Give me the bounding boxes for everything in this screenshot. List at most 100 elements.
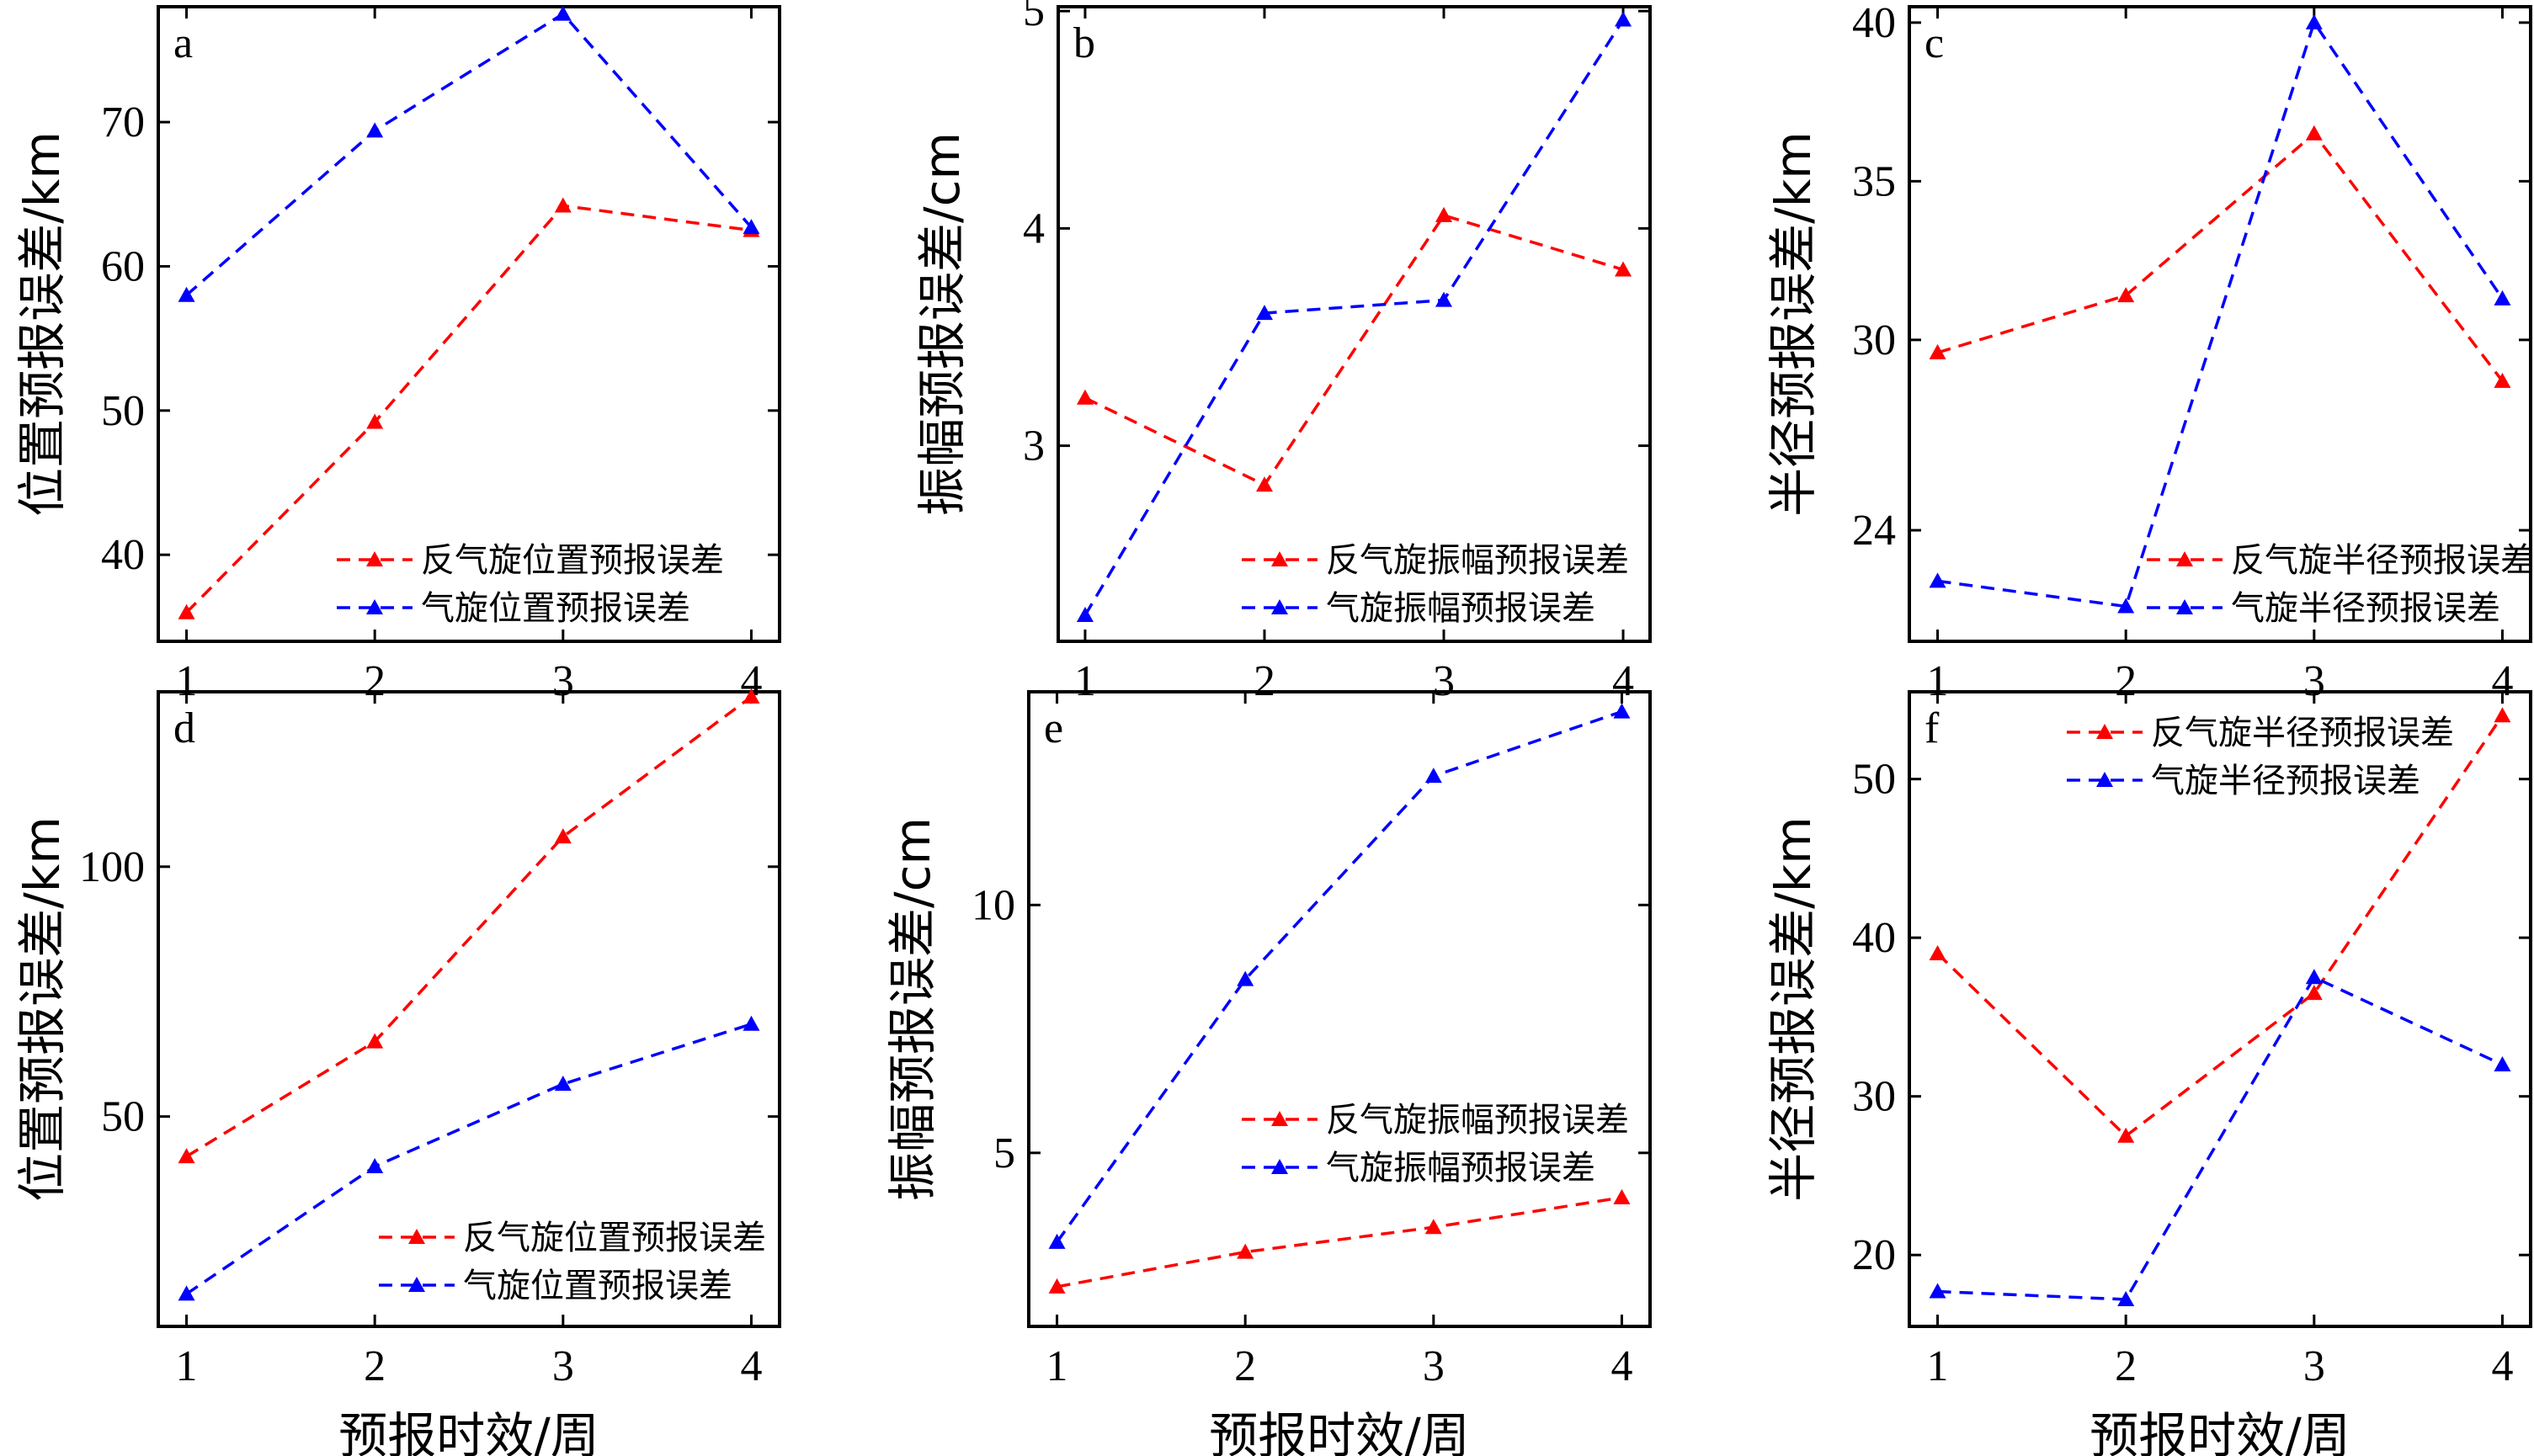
y-tick-label: 30 bbox=[1852, 316, 1896, 364]
data-point-marker bbox=[2494, 372, 2511, 388]
x-tick-label: 4 bbox=[2491, 1342, 2513, 1390]
y-tick-label: 4 bbox=[1023, 205, 1045, 252]
data-point-marker bbox=[2494, 290, 2511, 306]
x-tick-label: 2 bbox=[1254, 657, 1275, 705]
x-tick-label: 4 bbox=[740, 1342, 762, 1390]
legend-marker bbox=[366, 599, 383, 614]
legend-entry-label: 气旋振幅预报误差 bbox=[1326, 589, 1595, 628]
x-tick-label: 1 bbox=[176, 1342, 198, 1390]
legend-entry-label: 反气旋振幅预报误差 bbox=[1326, 1101, 1629, 1140]
data-point-marker bbox=[2305, 985, 2323, 1001]
y-axis-label: 振幅预报误差/cm bbox=[884, 817, 941, 1201]
data-point-marker bbox=[178, 1148, 195, 1164]
y-axis-label: 位置预报误差/km bbox=[13, 816, 71, 1202]
data-point-marker bbox=[178, 286, 195, 302]
y-tick-label: 5 bbox=[993, 1129, 1015, 1177]
y-tick-label: 60 bbox=[101, 242, 145, 290]
data-point-marker bbox=[1255, 305, 1273, 321]
y-tick-label: 20 bbox=[1852, 1231, 1896, 1279]
data-point-marker bbox=[1435, 291, 1453, 307]
data-point-marker bbox=[1237, 1243, 1254, 1259]
y-tick-label: 30 bbox=[1852, 1073, 1896, 1121]
y-axis-label: 位置预报误差/km bbox=[13, 131, 71, 517]
data-point-marker bbox=[366, 1158, 384, 1174]
panel-label: b bbox=[1073, 19, 1095, 67]
data-point-marker bbox=[1255, 476, 1273, 492]
y-tick-label: 10 bbox=[972, 881, 1015, 929]
y-tick-label: 40 bbox=[1852, 0, 1896, 47]
panel-label: f bbox=[1924, 704, 1940, 752]
plot-frame bbox=[157, 690, 781, 1328]
series-line-1 bbox=[1937, 975, 2504, 1301]
series-line-0 bbox=[1936, 715, 2504, 1139]
series-line-0 bbox=[1937, 131, 2504, 382]
legend-marker bbox=[1271, 1111, 1288, 1126]
data-point-marker bbox=[178, 1285, 195, 1301]
y-tick-label: 50 bbox=[101, 1093, 145, 1141]
series-line-1 bbox=[1056, 709, 1623, 1243]
data-point-marker bbox=[2117, 287, 2135, 303]
x-tick-label: 4 bbox=[1612, 657, 1634, 705]
legend-marker bbox=[2096, 772, 2113, 787]
x-axis-label: 预报时效/周 bbox=[2089, 1407, 2350, 1456]
data-point-marker bbox=[1048, 1278, 1066, 1294]
series-line-0 bbox=[185, 695, 753, 1158]
y-tick-label: 5 bbox=[1023, 0, 1045, 35]
legend-marker bbox=[366, 551, 383, 566]
legend-marker bbox=[1271, 551, 1288, 566]
legend-entry-label: 气旋位置预报误差 bbox=[421, 589, 690, 628]
x-axis-label: 预报时效/周 bbox=[1209, 1407, 1470, 1456]
data-point-marker bbox=[178, 603, 195, 619]
data-point-marker bbox=[2494, 1055, 2511, 1071]
plot-frame bbox=[157, 5, 781, 643]
data-point-marker bbox=[1615, 11, 1632, 27]
x-tick-label: 2 bbox=[1234, 1342, 1256, 1390]
data-point-marker bbox=[1613, 1188, 1631, 1204]
legend-marker bbox=[2176, 551, 2193, 566]
panel-label: c bbox=[1924, 19, 1944, 67]
y-tick-label: 50 bbox=[101, 387, 145, 435]
data-point-marker bbox=[2117, 1290, 2135, 1306]
x-tick-label: 2 bbox=[2115, 1342, 2137, 1390]
data-point-marker bbox=[2305, 13, 2323, 29]
legend-marker bbox=[1271, 599, 1288, 614]
x-tick-label: 1 bbox=[1074, 657, 1096, 705]
legend-entry-label: 反气旋位置预报误差 bbox=[463, 1219, 766, 1257]
data-point-marker bbox=[1929, 343, 1946, 359]
legend-entry-label: 反气旋振幅预报误差 bbox=[1326, 541, 1629, 580]
legend-marker bbox=[1271, 1159, 1288, 1174]
y-tick-label: 35 bbox=[1852, 157, 1896, 205]
x-tick-label: 4 bbox=[1610, 1342, 1632, 1390]
data-point-marker bbox=[743, 688, 760, 704]
x-tick-label: 3 bbox=[1423, 1342, 1445, 1390]
data-point-marker bbox=[1929, 945, 1946, 961]
data-point-marker bbox=[554, 5, 572, 21]
legend-entry-label: 反气旋位置预报误差 bbox=[421, 541, 724, 580]
y-tick-label: 100 bbox=[79, 843, 145, 891]
data-point-marker bbox=[2117, 598, 2135, 614]
x-tick-label: 1 bbox=[1046, 1342, 1068, 1390]
data-point-marker bbox=[554, 1076, 572, 1092]
y-tick-label: 70 bbox=[101, 98, 145, 146]
data-point-marker bbox=[1613, 703, 1631, 719]
panel-label: e bbox=[1044, 704, 1063, 752]
y-axis-label: 半径预报误差/km bbox=[1765, 131, 1822, 517]
legend-entry-label: 反气旋半径预报误差 bbox=[2151, 714, 2454, 752]
panel-label: d bbox=[173, 704, 195, 752]
data-point-marker bbox=[1237, 970, 1254, 986]
data-point-marker bbox=[1435, 206, 1453, 222]
data-point-marker bbox=[554, 197, 572, 213]
data-point-marker bbox=[743, 219, 760, 235]
data-point-marker bbox=[1929, 572, 1946, 588]
legend-marker bbox=[408, 1277, 425, 1292]
legend-entry-label: 气旋振幅预报误差 bbox=[1326, 1149, 1595, 1188]
plot-frame bbox=[1908, 5, 2532, 643]
y-tick-label: 50 bbox=[1852, 756, 1896, 804]
legend-marker bbox=[408, 1229, 425, 1244]
x-tick-label: 3 bbox=[552, 1342, 574, 1390]
chart-panel-f: 1 2 3 4 20 30 40 50 半径预报误差/km 预报时效/周 f 反气旋半径预报误差气旋半… bbox=[1765, 690, 2532, 1456]
